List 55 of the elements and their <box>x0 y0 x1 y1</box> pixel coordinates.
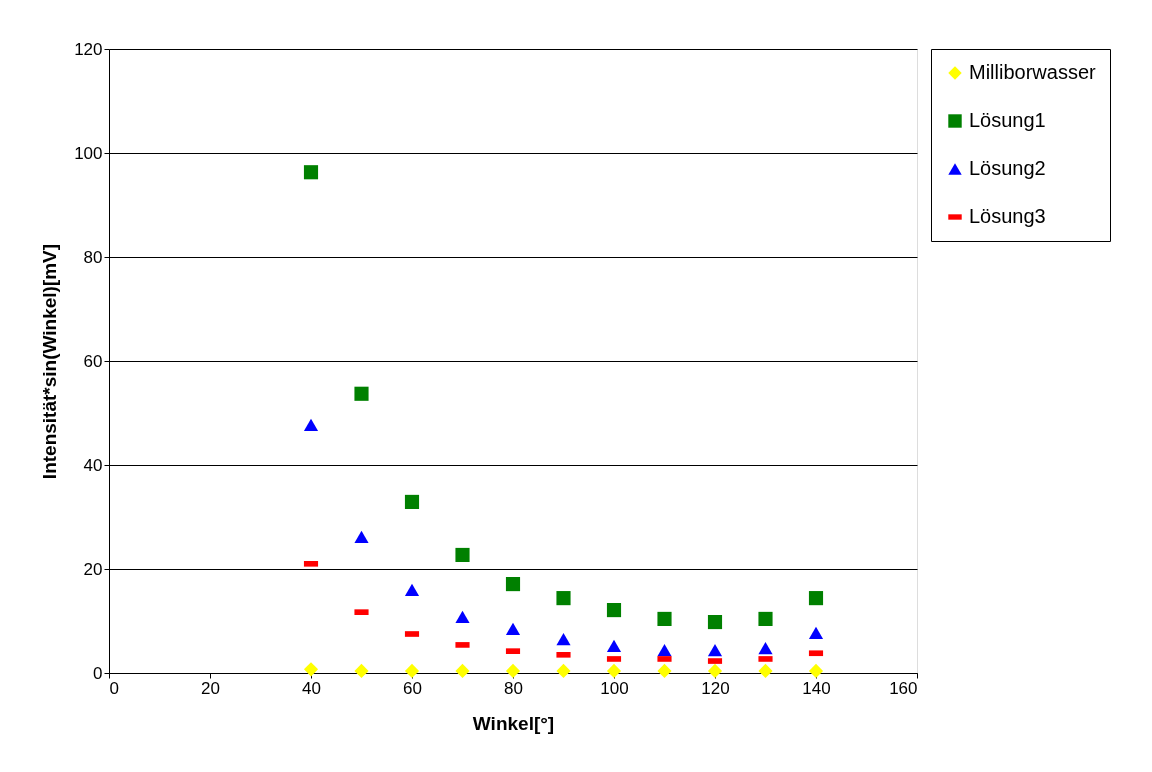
point <box>404 494 420 509</box>
point <box>707 663 723 678</box>
x-tick-label: 60 <box>403 678 422 698</box>
point <box>556 591 571 606</box>
point <box>455 547 470 563</box>
point <box>556 633 571 646</box>
point <box>354 663 369 678</box>
point <box>354 386 369 401</box>
point <box>808 626 824 640</box>
legend-label: Milliborwasser <box>969 61 1097 83</box>
legend-label: Lösung2 <box>969 157 1046 179</box>
legend-label: Lösung3 <box>969 205 1046 227</box>
y-tick-label: 60 <box>83 351 103 371</box>
point <box>657 611 672 626</box>
x-tick-label: 80 <box>504 678 523 698</box>
y-tick-label: 120 <box>74 39 103 59</box>
x-axis-title: Winkel[°] <box>472 712 555 734</box>
point <box>707 614 723 630</box>
point <box>404 663 420 678</box>
x-tick-label: 120 <box>701 678 730 698</box>
x-tick-label: 0 <box>109 678 119 698</box>
point <box>808 663 824 678</box>
point <box>606 663 622 678</box>
y-axis-title: Intensität*sin(Winkel)[mV] <box>39 243 61 480</box>
point <box>758 611 773 626</box>
point <box>606 639 622 653</box>
point <box>303 662 319 677</box>
point <box>657 663 672 678</box>
point <box>758 663 773 678</box>
point <box>455 610 470 623</box>
y-tick-label: 0 <box>93 663 103 683</box>
x-tick-label: 140 <box>802 678 831 698</box>
point <box>303 165 319 180</box>
point <box>303 418 319 432</box>
x-tick-label: 160 <box>889 678 918 698</box>
point <box>505 663 521 678</box>
point <box>657 644 672 657</box>
point <box>808 591 824 606</box>
y-tick-label: 40 <box>83 455 103 475</box>
point <box>505 577 521 592</box>
point <box>505 622 521 635</box>
point <box>606 603 622 618</box>
point <box>354 530 369 543</box>
x-tick-label: 100 <box>600 678 629 698</box>
y-tick-label: 80 <box>83 247 103 267</box>
point <box>707 644 723 657</box>
x-tick-label: 40 <box>302 678 321 698</box>
point <box>404 583 420 596</box>
point <box>455 663 470 678</box>
point <box>556 663 571 678</box>
point <box>758 641 773 655</box>
y-tick-label: 20 <box>83 559 103 579</box>
y-tick-label: 100 <box>74 143 103 163</box>
legend-label: Lösung1 <box>969 109 1046 131</box>
x-tick-label: 20 <box>201 678 220 698</box>
